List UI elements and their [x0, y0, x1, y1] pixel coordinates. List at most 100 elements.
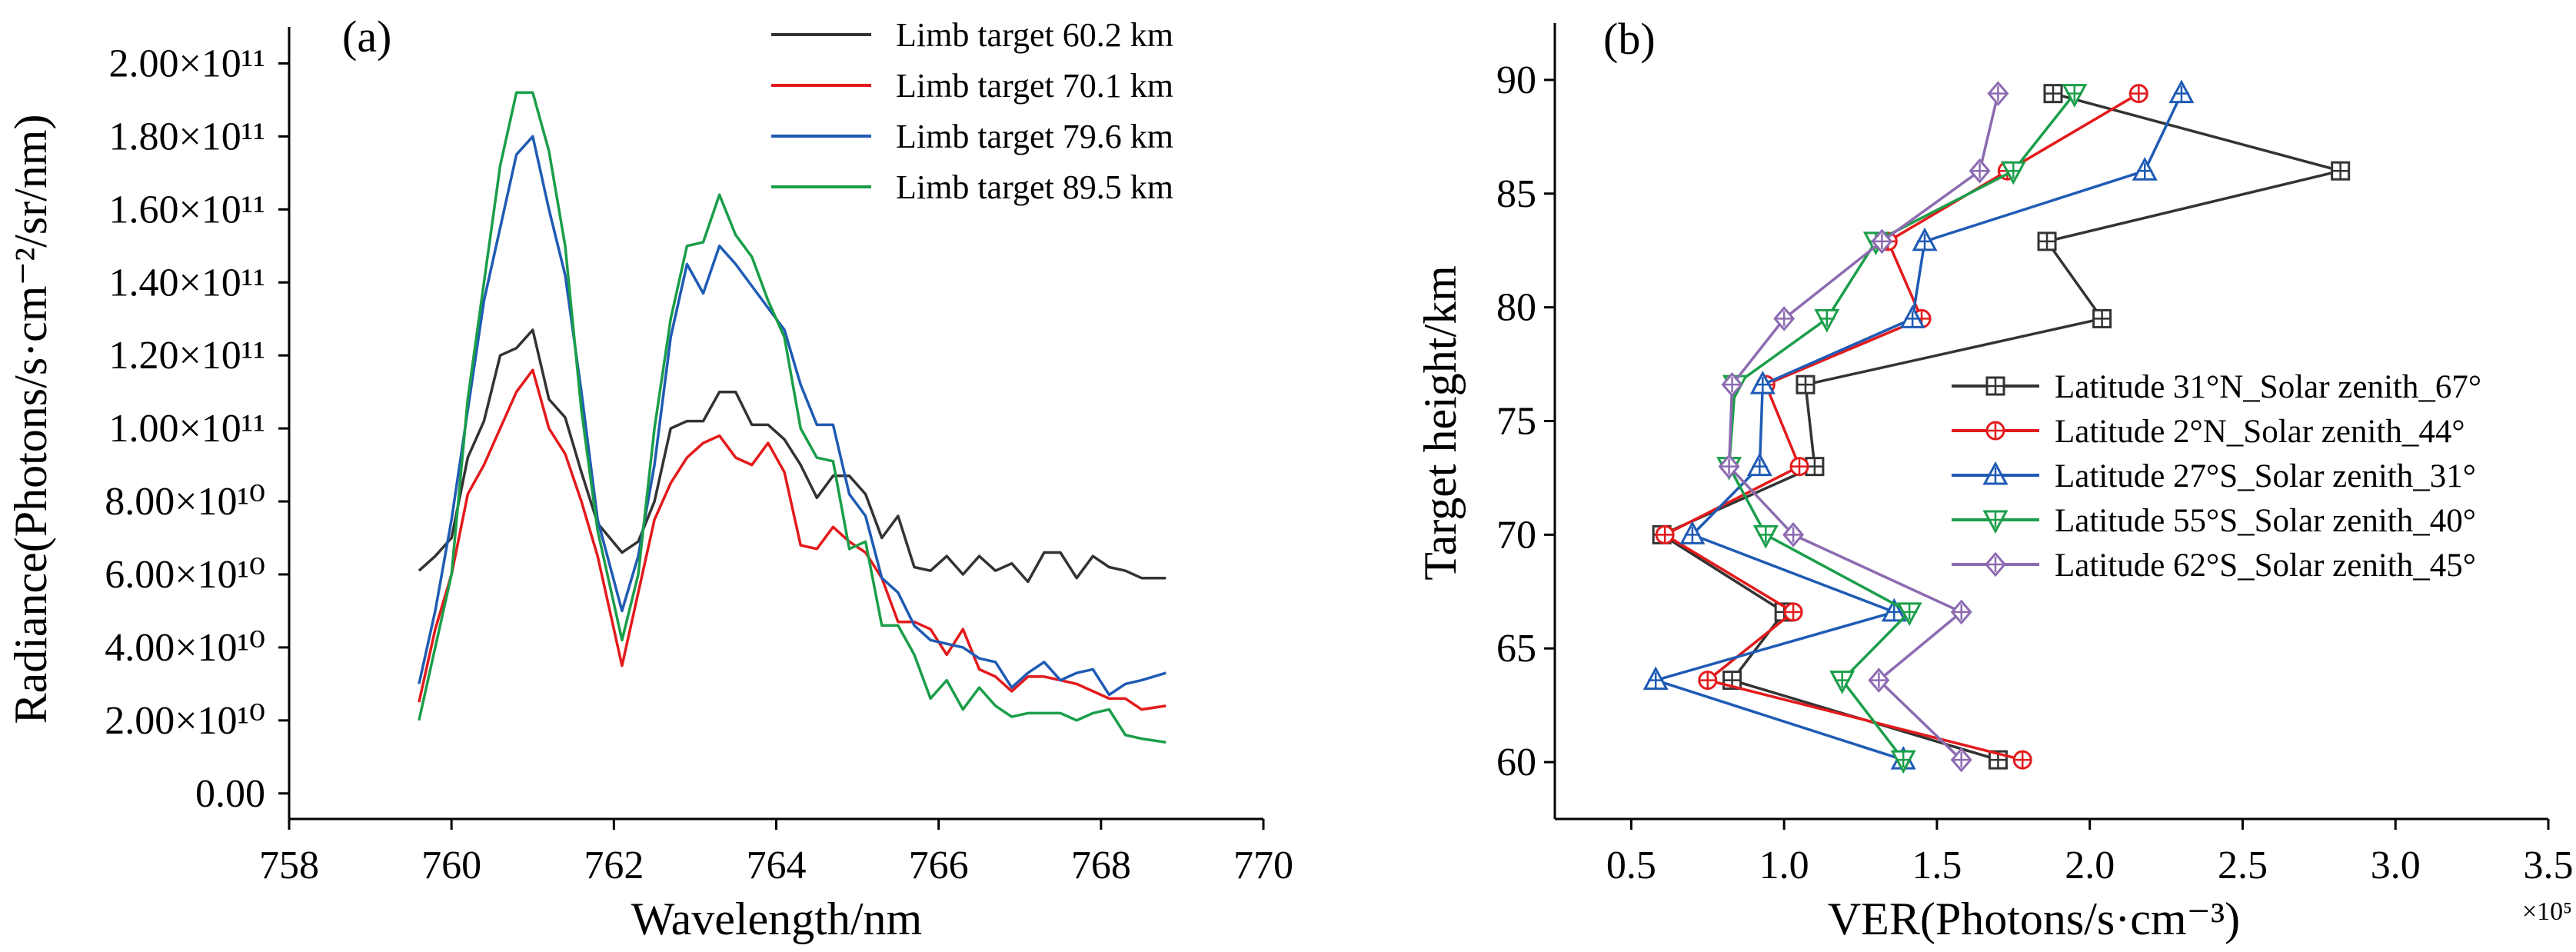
- panel-b-series-line: [1727, 93, 2000, 761]
- panel-a-x-tick-label: 766: [909, 844, 969, 887]
- panel-a-legend-entry: Limb target 89.5 km: [896, 168, 1173, 206]
- panel-b-data-marker: [1912, 227, 1938, 251]
- panel-a-y-tick-label: 1.40×10¹¹: [108, 261, 265, 305]
- panel-a-y-tick-label: 1.60×10¹¹: [108, 188, 265, 231]
- panel-b-data-marker: [1985, 376, 2005, 396]
- panel-a-y-tick-label: 0.00: [195, 772, 265, 816]
- panel-b-data-marker: [1782, 522, 1805, 548]
- panel-b-data-marker: [1749, 371, 1776, 394]
- panel-a-y-ticks: 0.00 2.00×10¹⁰ 4.00×10¹⁰ 6.00×10¹⁰ 8.00×10¹⁰…: [105, 42, 289, 816]
- panel-b-data-marker: [1655, 524, 1675, 544]
- panel-b-data-marker: [2331, 161, 2351, 181]
- panel-b-data-marker: [2092, 308, 2112, 328]
- panel-b-ver-chart: (b) 0.5 1.0 1.5 2.0 2.5 3.0 3.5 60 65 70 75 80 85 90…: [1415, 14, 2574, 944]
- panel-b-legend-entry: Latitude 27°S_Solar zenith_31°: [2055, 458, 2476, 494]
- panel-b-data-marker: [2043, 84, 2063, 104]
- panel-b-data-marker: [1982, 461, 2009, 485]
- panel-a-legend-entry: Limb target 60.2 km: [896, 16, 1173, 54]
- panel-b-data-marker: [1773, 306, 1796, 331]
- panel-b-label: (b): [1603, 14, 1656, 64]
- panel-b-y-tick-label: 70: [1496, 513, 1536, 557]
- panel-b-data-marker: [2168, 79, 2195, 104]
- panel-a-x-tick-label: 762: [584, 844, 644, 887]
- panel-a-y-tick-label: 1.80×10¹¹: [108, 115, 265, 158]
- panel-b-y-axis-label: Target height/km: [1415, 265, 1466, 581]
- panel-a-y-tick-label: 6.00×10¹⁰: [105, 553, 265, 597]
- panel-b-data-marker: [1829, 671, 1855, 694]
- panel-a-x-tick-label: 758: [259, 844, 319, 887]
- panel-a-y-tick-label: 2.00×10¹¹: [108, 42, 265, 85]
- panel-b-data-marker: [1789, 457, 1809, 477]
- panel-b-data-marker: [1796, 374, 1816, 394]
- panel-a-x-tick-label: 760: [421, 844, 481, 887]
- panel-b-x-tick-label: 3.5: [2524, 844, 2574, 887]
- panel-b-series-line: [1663, 92, 2140, 761]
- panel-a-y-tick-label: 1.20×10¹¹: [108, 334, 265, 378]
- panel-b-legend-entry: Latitude 31°N_Solar zenith_67°: [2055, 369, 2481, 405]
- panel-a-y-tick-label: 1.00×10¹¹: [108, 407, 265, 451]
- panel-b-data-marker: [1718, 454, 1740, 479]
- panel-a-y-tick-label: 4.00×10¹⁰: [105, 626, 265, 670]
- panel-a-x-tick-label: 770: [1233, 844, 1293, 887]
- panel-b-data-marker: [1950, 747, 1972, 773]
- panel-a-x-tick-label: 768: [1071, 844, 1131, 887]
- panel-b-data-marker: [1783, 602, 1803, 622]
- panel-b-y-tick-label: 75: [1496, 400, 1536, 444]
- panel-b-data-marker: [1899, 305, 1925, 328]
- panel-b-x-tick-label: 2.0: [2065, 844, 2115, 887]
- panel-a-series-line: [418, 135, 1167, 697]
- panel-b-data-marker: [1969, 158, 1991, 184]
- panel-b-x-tick-label: 3.0: [2371, 844, 2421, 887]
- panel-b-x-tick-label: 0.5: [1606, 844, 1656, 887]
- panel-a-series-line: [418, 328, 1167, 584]
- panel-b-series-line: [1654, 92, 2183, 761]
- panel-b-y-tick-label: 60: [1496, 741, 1536, 784]
- panel-b-y-tick-label: 65: [1496, 627, 1536, 671]
- panel-b-data-marker: [2062, 84, 2088, 108]
- panel-b-series: [1642, 79, 2351, 774]
- panel-b-data-marker: [2000, 161, 2026, 185]
- panel-b-y-ticks: 60 65 70 75 80 85 90: [1496, 58, 1555, 784]
- panel-b-legend-entry: Latitude 62°S_Solar zenith_45°: [2055, 548, 2476, 584]
- panel-b-legend-entry: Latitude 2°N_Solar zenith_44°: [2055, 414, 2465, 450]
- panel-a-series: [418, 91, 1167, 744]
- panel-b-y-tick-label: 85: [1496, 172, 1536, 216]
- panel-a-y-tick-label: 8.00×10¹⁰: [105, 480, 265, 524]
- panel-b-data-marker: [2012, 750, 2032, 770]
- panel-b-x-multiplier: ×10⁵: [2522, 897, 2572, 926]
- panel-b-x-tick-label: 2.5: [2218, 844, 2268, 887]
- panel-b-data-marker: [1890, 750, 1916, 774]
- panel-b-x-ticks: 0.5 1.0 1.5 2.0 2.5 3.0 3.5: [1606, 819, 2574, 887]
- panel-b-data-marker: [2037, 231, 2057, 251]
- panel-b-data-marker: [1642, 666, 1669, 691]
- panel-b-legend-entry: Latitude 55°S_Solar zenith_40°: [2055, 503, 2476, 539]
- panel-b-data-marker: [1985, 421, 2005, 441]
- panel-b-data-marker: [1698, 671, 1718, 691]
- panel-b-data-marker: [1746, 452, 1772, 477]
- panel-a-series-line: [418, 368, 1167, 711]
- panel-a-legend-entry: Limb target 70.1 km: [896, 67, 1173, 105]
- panel-b-data-marker: [1721, 371, 1743, 398]
- panel-b-y-tick-label: 90: [1496, 58, 1536, 102]
- panel-b-x-tick-label: 1.0: [1759, 844, 1809, 887]
- panel-a-radiance-chart: (a) 758 760 762 764 766 768 770 0.00 2.00×10¹⁰ 4…: [5, 12, 1293, 944]
- panel-a-x-tick-label: 764: [747, 844, 807, 887]
- panel-b-data-marker: [1896, 602, 1922, 627]
- panel-a-label: (a): [342, 12, 391, 62]
- panel-b-data-marker: [2128, 84, 2148, 104]
- panel-b-x-axis-label: VER(Photons/s·cm⁻³): [1828, 894, 2240, 944]
- panel-b-data-marker: [1985, 551, 2006, 578]
- panel-b-data-marker: [1868, 667, 1890, 693]
- panel-b-series-line: [1660, 92, 2342, 761]
- panel-b-legend: Latitude 31°N_Solar zenith_67° Latitude 2…: [1952, 369, 2481, 584]
- panel-b-data-marker: [1752, 524, 1779, 549]
- panel-b-data-marker: [1950, 599, 1972, 625]
- panel-a-y-tick-label: 2.00×10¹⁰: [105, 699, 265, 743]
- panel-a-y-axis-label: Radiance(Photons/s·cm⁻²/sr/nm): [5, 115, 56, 724]
- panel-a-x-axis-label: Wavelength/nm: [631, 894, 922, 944]
- panel-b-data-marker: [1881, 597, 1907, 622]
- panel-b-data-marker: [1814, 308, 1840, 333]
- panel-a-legend-entry: Limb target 79.6 km: [896, 118, 1173, 155]
- panel-a-x-ticks: 758 760 762 764 766 768 770: [259, 819, 1293, 887]
